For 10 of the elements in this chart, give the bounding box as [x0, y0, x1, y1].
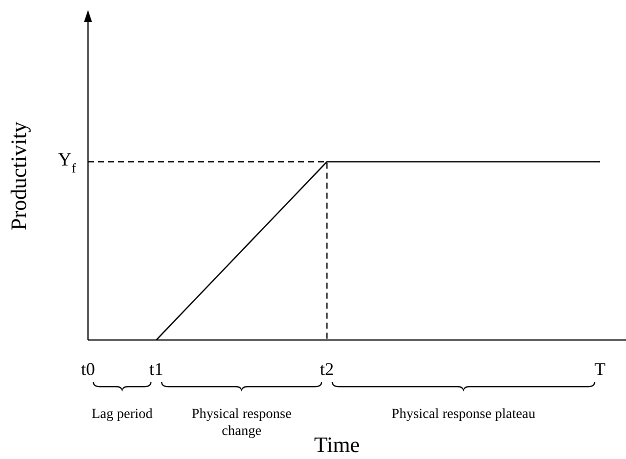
x-tick-label: t2 [320, 359, 334, 379]
text: Physical response change [192, 407, 292, 439]
x-axis-title: Time [314, 432, 360, 457]
x-tick-label: t1 [149, 359, 164, 379]
x-tick-label: t0 [80, 359, 96, 379]
text: Y$_{f}$ [58, 150, 77, 176]
text: Lag period [92, 407, 153, 422]
x-tick-label: T [594, 359, 606, 379]
text: Physical response plateau [392, 407, 536, 422]
y-axis-title: Productivity [6, 122, 31, 230]
